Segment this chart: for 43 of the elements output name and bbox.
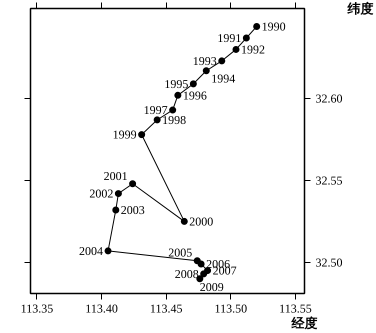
annotation: 2009 — [200, 280, 224, 294]
x-axis-title: 经度 — [290, 316, 318, 330]
annotation: 2005 — [168, 246, 192, 260]
y-tick-label: 32.60 — [316, 92, 342, 106]
point — [104, 247, 112, 254]
x-tick-label: 113.50 — [214, 302, 248, 316]
point — [190, 80, 197, 88]
point — [129, 180, 136, 188]
point — [154, 116, 161, 124]
point — [138, 131, 146, 138]
point — [112, 206, 120, 214]
point — [218, 57, 226, 64]
x-tick-label: 113.35 — [20, 302, 54, 316]
annotation: 1993 — [192, 54, 217, 68]
point — [202, 67, 210, 74]
annotation: 1991 — [217, 30, 242, 45]
annotation: 2001 — [104, 168, 128, 183]
y-axis-title: 纬度 — [346, 1, 374, 16]
point — [242, 34, 250, 42]
annotation: 1995 — [164, 76, 188, 91]
annotation: 2008 — [174, 266, 199, 281]
point — [169, 106, 176, 114]
annotation: 1990 — [262, 20, 286, 34]
point — [180, 218, 188, 225]
y-tick-label: 32.55 — [316, 173, 342, 188]
point — [174, 92, 182, 99]
annotation: 2000 — [189, 214, 214, 228]
x-tick-label: 113.55 — [279, 302, 312, 316]
x-tick-label: 113.40 — [85, 302, 118, 316]
annotation: 1996 — [182, 88, 207, 102]
annotation: 1999 — [112, 128, 137, 142]
annotation: 1992 — [241, 42, 265, 56]
x-tick-label: 113.45 — [150, 302, 182, 316]
point — [200, 270, 208, 278]
annotation: 2002 — [89, 186, 114, 201]
point — [253, 23, 260, 30]
point — [198, 260, 205, 268]
point — [114, 190, 122, 198]
y-tick-label: 32.50 — [316, 255, 342, 270]
point — [232, 46, 240, 53]
annotation: 2004 — [79, 244, 104, 258]
annotation: 2003 — [120, 202, 145, 217]
annotation: 1994 — [211, 72, 236, 86]
